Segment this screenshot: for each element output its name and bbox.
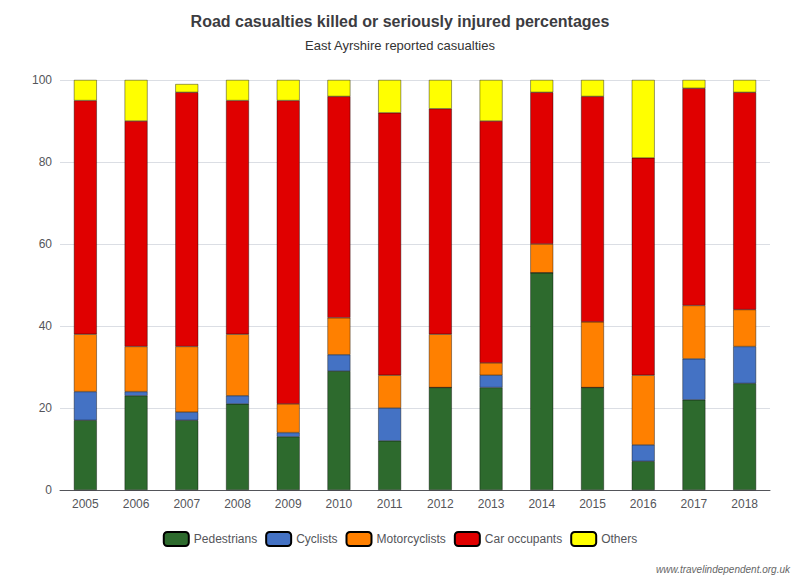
svg-text:2009: 2009 bbox=[275, 497, 302, 511]
svg-text:Others: Others bbox=[601, 532, 637, 546]
svg-text:2017: 2017 bbox=[681, 497, 708, 511]
svg-text:2012: 2012 bbox=[427, 497, 454, 511]
svg-text:Cyclists: Cyclists bbox=[296, 532, 337, 546]
svg-text:60: 60 bbox=[39, 237, 53, 251]
svg-text:20: 20 bbox=[39, 401, 53, 415]
svg-text:2014: 2014 bbox=[528, 497, 555, 511]
svg-text:2015: 2015 bbox=[579, 497, 606, 511]
svg-text:2010: 2010 bbox=[326, 497, 353, 511]
svg-text:2008: 2008 bbox=[224, 497, 251, 511]
svg-text:Motorcyclists: Motorcyclists bbox=[376, 532, 445, 546]
svg-text:40: 40 bbox=[39, 319, 53, 333]
svg-text:www.travelindependent.org.uk: www.travelindependent.org.uk bbox=[656, 564, 791, 575]
svg-text:2006: 2006 bbox=[123, 497, 150, 511]
svg-text:0: 0 bbox=[45, 483, 52, 497]
svg-text:Car occupants: Car occupants bbox=[485, 532, 562, 546]
svg-text:2016: 2016 bbox=[630, 497, 657, 511]
svg-text:Pedestrians: Pedestrians bbox=[194, 532, 257, 546]
svg-text:2007: 2007 bbox=[173, 497, 200, 511]
svg-text:2005: 2005 bbox=[72, 497, 99, 511]
svg-text:80: 80 bbox=[39, 155, 53, 169]
svg-text:2018: 2018 bbox=[731, 497, 758, 511]
svg-text:Road casualties killed or seri: Road casualties killed or seriously inju… bbox=[191, 13, 610, 30]
svg-text:East Ayrshire reported casualt: East Ayrshire reported casualties bbox=[305, 38, 495, 53]
svg-text:100: 100 bbox=[32, 73, 52, 87]
svg-text:2013: 2013 bbox=[478, 497, 505, 511]
svg-text:2011: 2011 bbox=[377, 497, 403, 511]
